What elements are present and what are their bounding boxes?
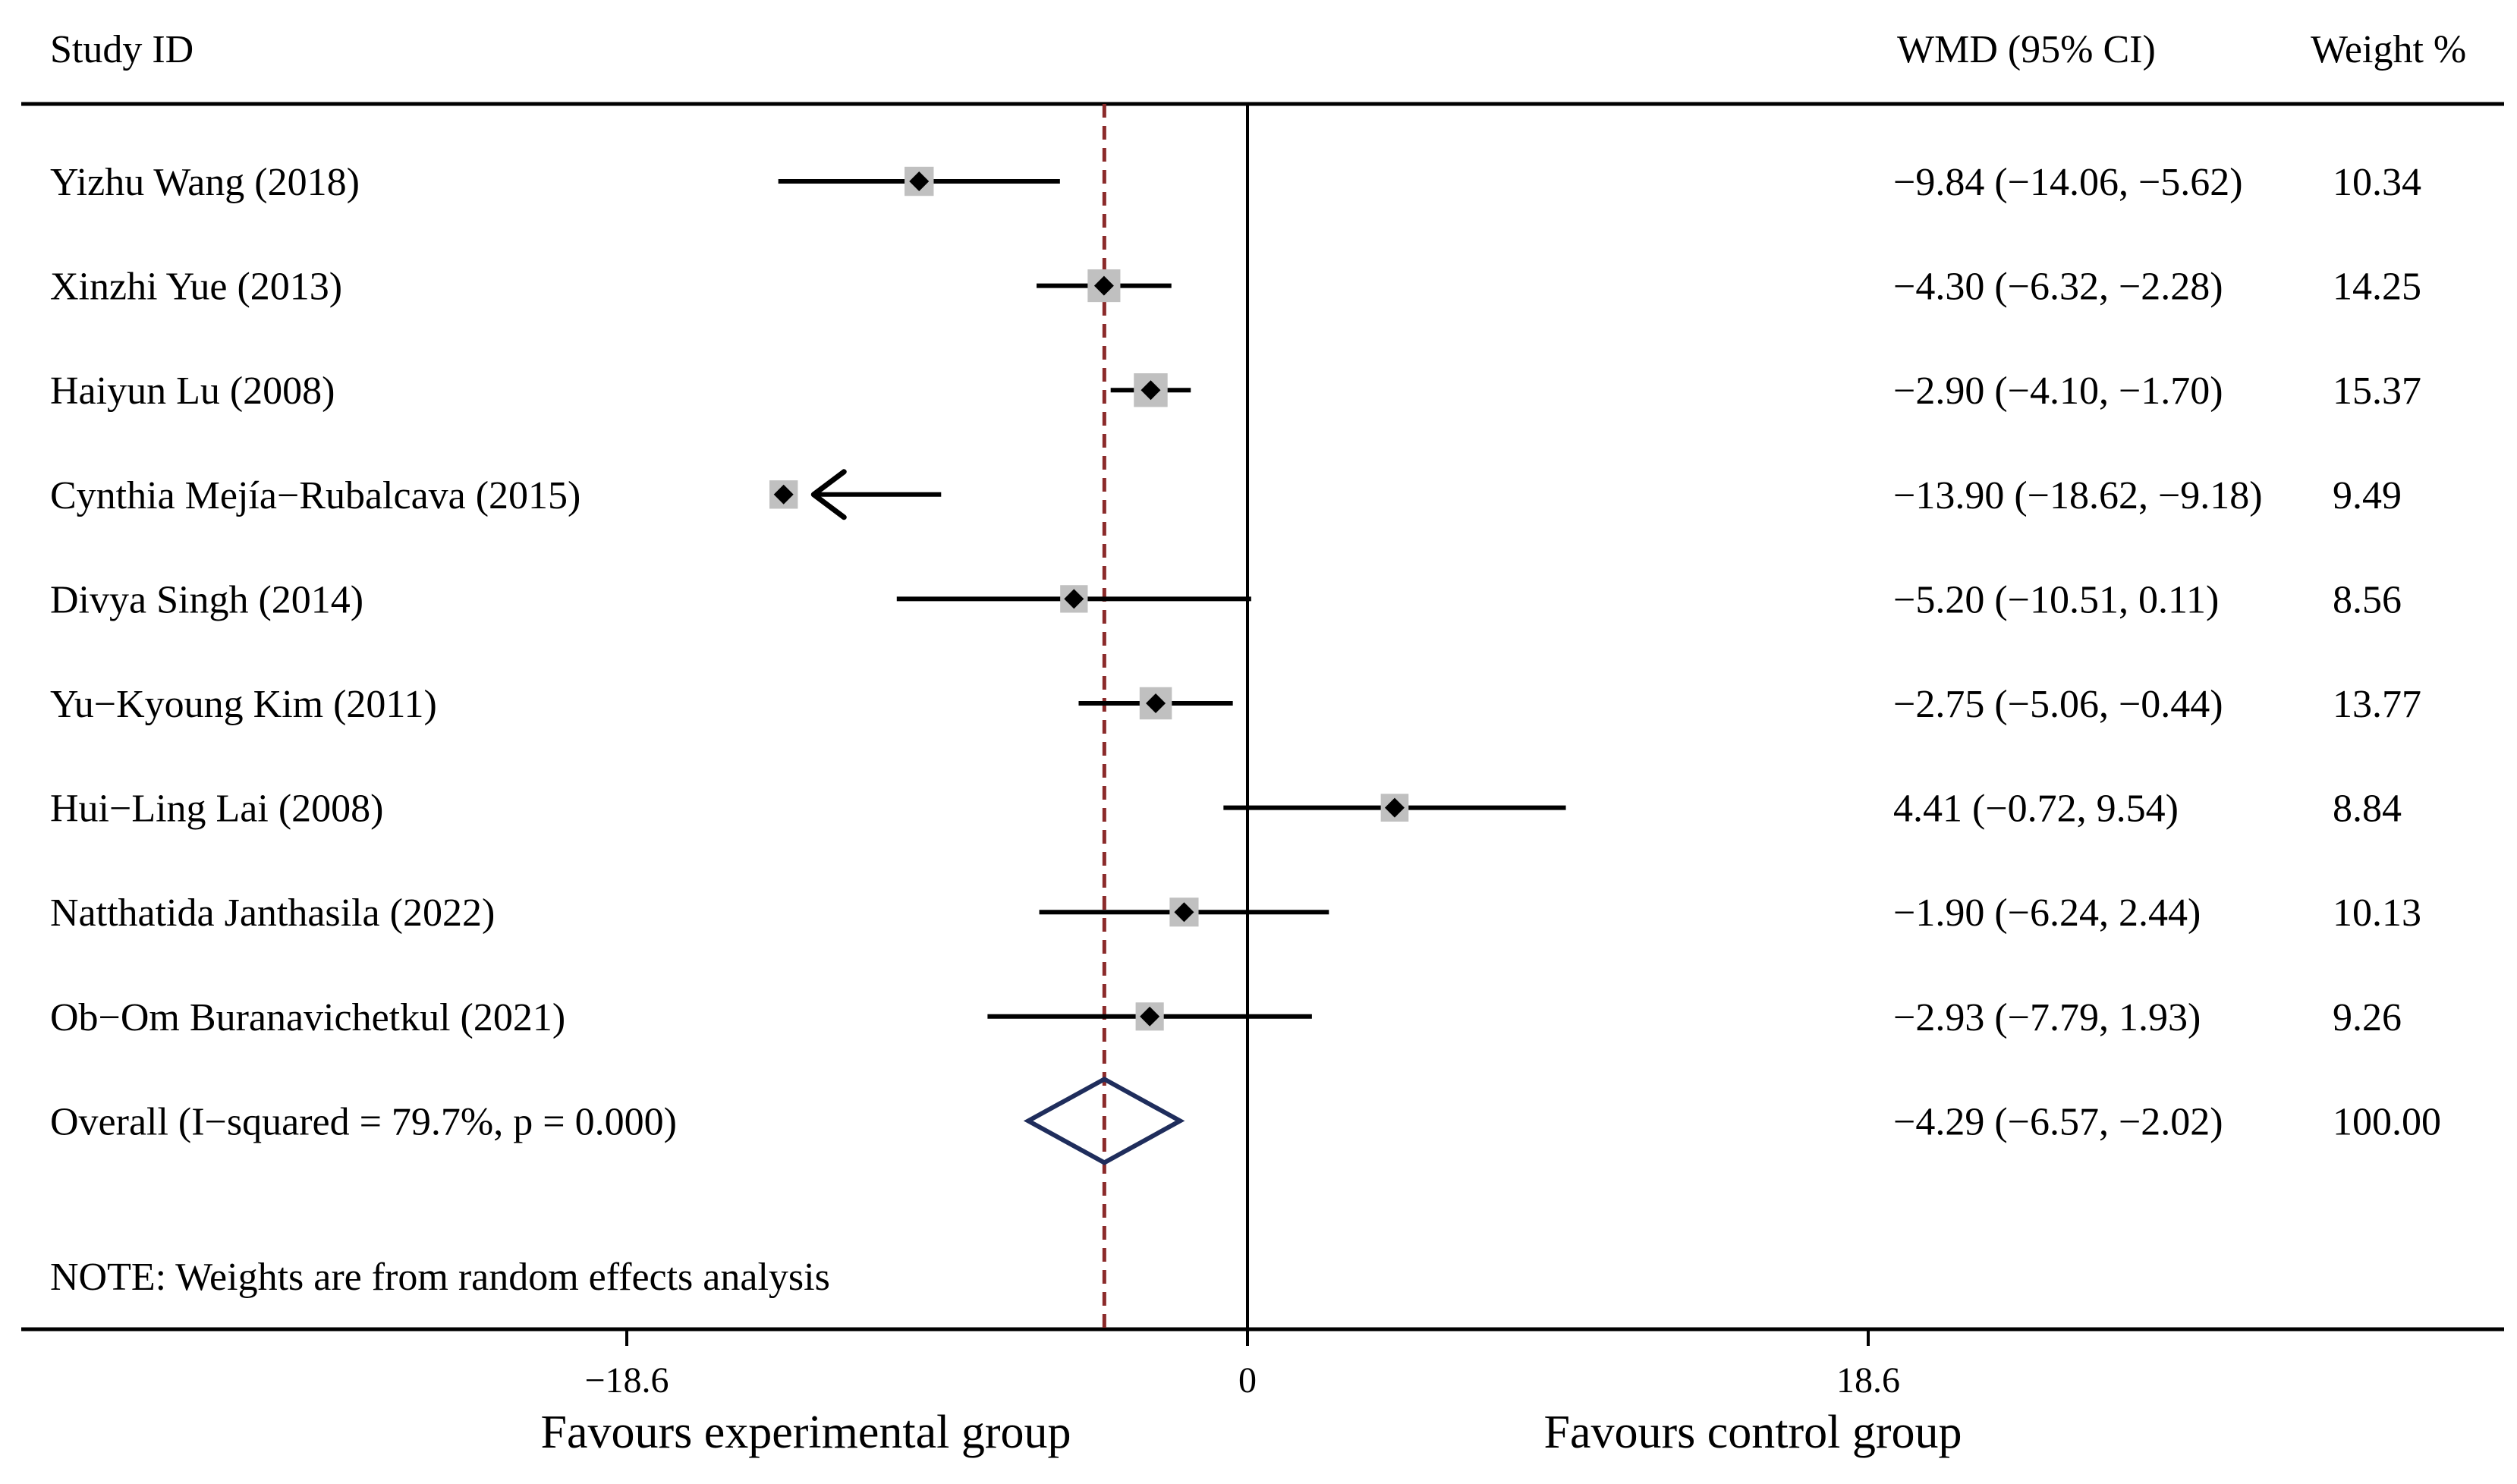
- x-tick-label: 0: [1238, 1360, 1257, 1401]
- study-row: Xinzhi Yue (2013) −4.30 (−6.32, −2.28) 14.…: [50, 266, 2421, 309]
- study-label: Yizhu Wang (2018): [50, 161, 360, 204]
- study-row: Divya Singh (2014) −5.20 (−10.51, 0.11) 8.…: [50, 578, 2402, 621]
- header-weight: Weight %: [2311, 28, 2466, 71]
- study-weight-text: 8.84: [2333, 788, 2402, 831]
- study-ci-text: −4.30 (−6.32, −2.28): [1893, 266, 2223, 309]
- study-weight-text: 13.77: [2333, 683, 2421, 726]
- study-label: Xinzhi Yue (2013): [50, 266, 342, 309]
- study-weight-text: 10.34: [2333, 161, 2421, 204]
- study-label: Cynthia Mejía−Rubalcava (2015): [50, 474, 580, 517]
- header-study-id: Study ID: [50, 28, 193, 71]
- study-label: Yu−Kyoung Kim (2011): [50, 683, 437, 726]
- study-label: Natthatida Janthasila (2022): [50, 891, 495, 935]
- study-row: Hui−Ling Lai (2008) 4.41 (−0.72, 9.54) 8.8…: [50, 788, 2402, 831]
- study-label: Divya Singh (2014): [50, 578, 363, 621]
- study-label: Ob−Om Buranavichetkul (2021): [50, 996, 565, 1039]
- forest-plot: Study ID WMD (95% CI) Weight % Yizhu Wan…: [0, 0, 2517, 1484]
- study-weight-text: 8.56: [2333, 578, 2402, 621]
- study-weight-text: 15.37: [2333, 369, 2421, 413]
- study-ci-text: −5.20 (−10.51, 0.11): [1893, 578, 2219, 621]
- note-text: NOTE: Weights are from random effects an…: [50, 1256, 830, 1299]
- study-ci-text: −2.75 (−5.06, −0.44): [1893, 683, 2223, 726]
- study-ci-text: −9.84 (−14.06, −5.62): [1893, 161, 2243, 204]
- study-ci-text: −2.93 (−7.79, 1.93): [1893, 996, 2201, 1039]
- study-label: Haiyun Lu (2008): [50, 369, 335, 413]
- study-row: Cynthia Mejía−Rubalcava (2015) −13.90 (−1…: [50, 472, 2402, 517]
- study-label: Hui−Ling Lai (2008): [50, 788, 383, 831]
- x-tick-label: 18.6: [1836, 1360, 1900, 1401]
- favours-experimental-label: Favours experimental group: [540, 1407, 1071, 1458]
- study-weight-text: 10.13: [2333, 891, 2421, 935]
- favours-control-label: Favours control group: [1543, 1407, 1962, 1458]
- overall-label: Overall (I−squared = 79.7%, p = 0.000): [50, 1100, 677, 1143]
- study-row: Natthatida Janthasila (2022) −1.90 (−6.24…: [50, 891, 2421, 935]
- x-tick-label: −18.6: [584, 1360, 669, 1401]
- overall-weight-text: 100.00: [2333, 1100, 2441, 1143]
- overall-ci-text: −4.29 (−6.57, −2.02): [1893, 1100, 2223, 1143]
- study-weight-text: 9.49: [2333, 474, 2402, 517]
- study-weight-text: 14.25: [2333, 266, 2421, 309]
- study-ci-text: −2.90 (−4.10, −1.70): [1893, 369, 2223, 413]
- study-row: Haiyun Lu (2008) −2.90 (−4.10, −1.70) 15.3…: [50, 369, 2421, 413]
- study-ci-text: −13.90 (−18.62, −9.18): [1893, 474, 2263, 517]
- study-ci-text: −1.90 (−6.24, 2.44): [1893, 891, 2201, 935]
- study-row: Ob−Om Buranavichetkul (2021) −2.93 (−7.79…: [50, 996, 2402, 1039]
- study-weight-text: 9.26: [2333, 996, 2402, 1039]
- header-wmd-ci: WMD (95% CI): [1897, 28, 2156, 71]
- study-row: Yizhu Wang (2018) −9.84 (−14.06, −5.62) 10…: [50, 161, 2421, 204]
- study-row: Yu−Kyoung Kim (2011) −2.75 (−5.06, −0.44)…: [50, 683, 2421, 726]
- study-ci-text: 4.41 (−0.72, 9.54): [1893, 788, 2179, 831]
